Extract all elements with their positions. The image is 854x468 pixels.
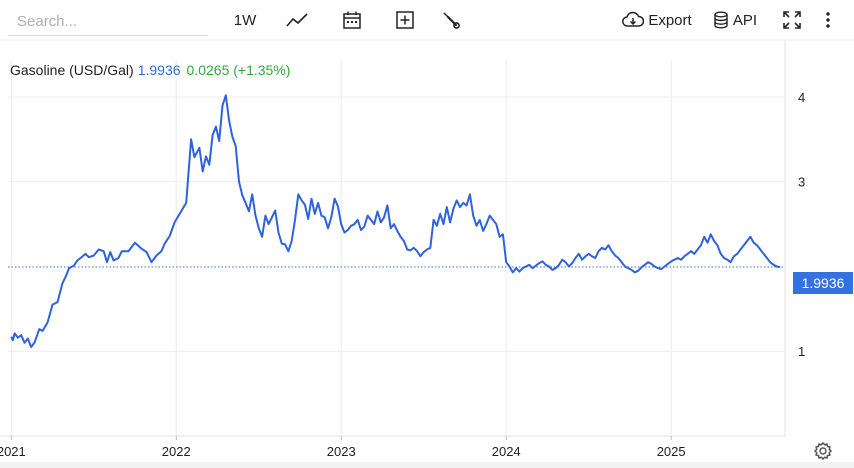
x-tick-label: 2023: [327, 444, 356, 459]
y-tick-label: 3: [798, 175, 805, 190]
legend-series-name: Gasoline (USD/Gal): [10, 62, 134, 78]
fullscreen-button[interactable]: [778, 6, 806, 34]
x-tick-label: 2021: [0, 444, 26, 459]
chart-settings-button[interactable]: [812, 440, 834, 462]
api-label: API: [732, 11, 758, 29]
legend-price: 1.9936: [137, 62, 181, 78]
settings-tools-button[interactable]: [437, 6, 465, 34]
x-tick-label: 2025: [657, 444, 686, 459]
period-1w-button[interactable]: 1W: [228, 6, 262, 34]
api-button[interactable]: API: [710, 6, 760, 34]
search-input[interactable]: [8, 8, 208, 36]
compare-button[interactable]: [391, 6, 419, 34]
series-line: [10, 94, 781, 348]
toolbar: 1W: [0, 0, 854, 40]
line-chart-icon: [286, 13, 308, 27]
more-options-button[interactable]: [818, 6, 838, 34]
y-tick-label: 4: [798, 90, 805, 105]
date-range-button[interactable]: [338, 6, 366, 34]
x-tick-label: 2024: [492, 444, 521, 459]
cloud-download-icon: [622, 11, 645, 27]
database-icon: [714, 11, 728, 29]
calendar-icon: [343, 11, 361, 29]
legend-change: 0.0265 (+1.35%): [186, 62, 291, 78]
gear-icon: [813, 441, 833, 461]
period-label: 1W: [233, 11, 257, 29]
y-tick-label: 1: [798, 344, 805, 359]
plus-square-icon: [396, 11, 414, 29]
chart-legend: Gasoline (USD/Gal) 1.9936 0.0265 (+1.35%): [10, 62, 290, 78]
last-value-badge: 1.9936: [793, 272, 853, 294]
fullscreen-icon: [783, 11, 801, 29]
export-label: Export: [648, 11, 692, 29]
x-tick-label: 2022: [162, 444, 191, 459]
more-vertical-icon: [826, 12, 830, 28]
chart-type-button[interactable]: [283, 6, 311, 34]
bottom-scroll-bar: [0, 462, 854, 468]
export-button[interactable]: Export: [620, 6, 694, 34]
wrench-icon: [443, 12, 460, 29]
